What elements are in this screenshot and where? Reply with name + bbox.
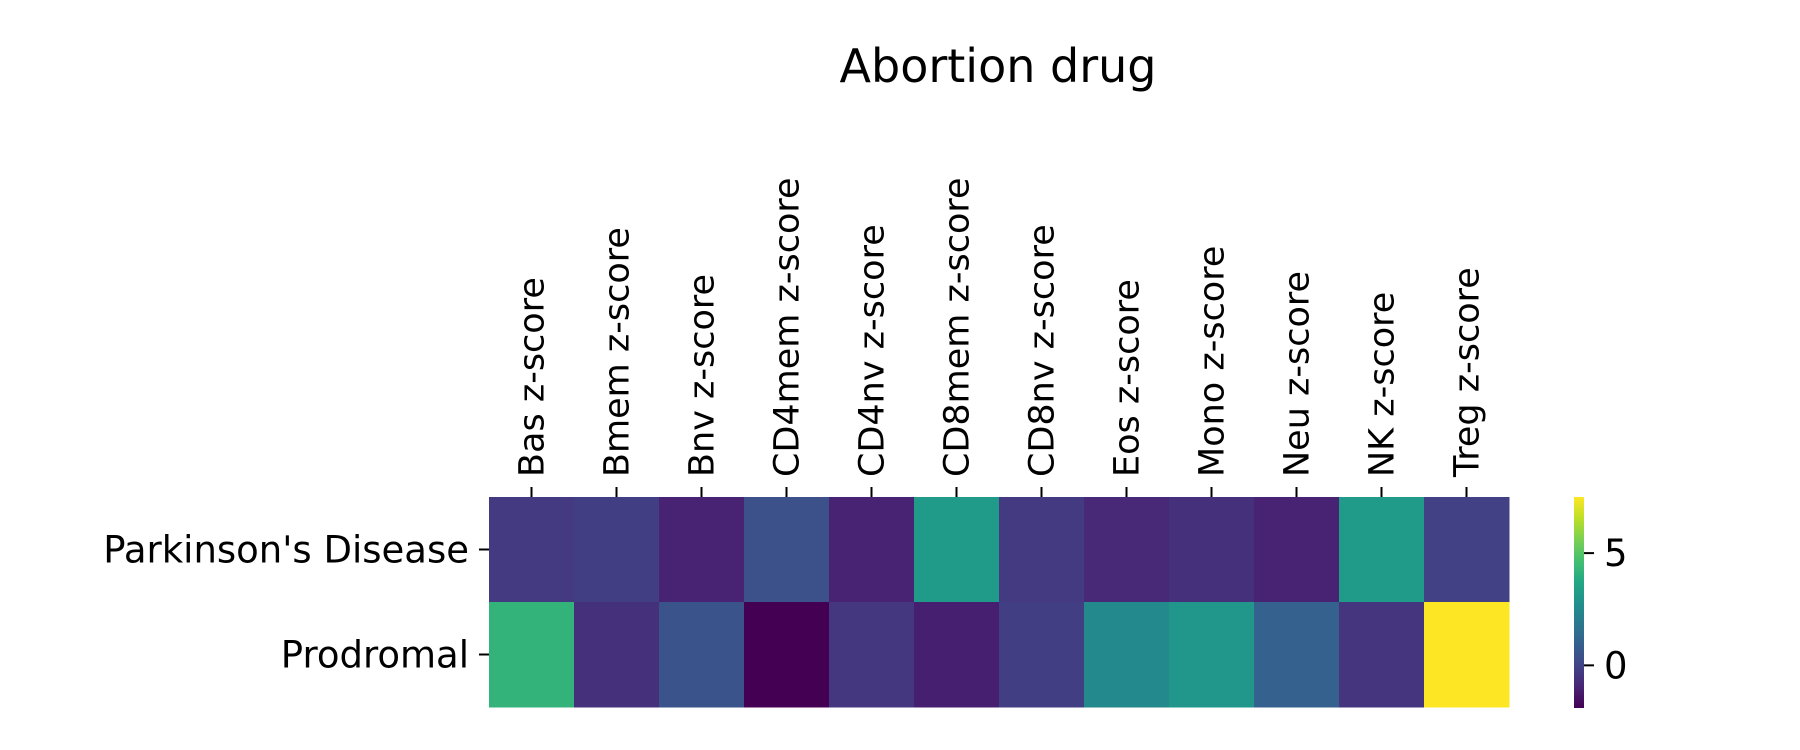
heatmap-cell-r0-c9 (1254, 497, 1340, 603)
colorbar-ticks: 05 (1584, 532, 1628, 687)
heatmap-cell-r0-c5 (914, 497, 1000, 603)
heatmap-cell-r0-c1 (574, 497, 660, 603)
chart-title: Abortion drug (840, 39, 1157, 93)
column-label: CD8nv z-score (1023, 224, 1063, 477)
heatmap-cell-r1-c9 (1254, 602, 1340, 708)
heatmap-cell-r0-c2 (659, 497, 745, 603)
column-label: CD4mem z-score (768, 177, 808, 477)
heatmap-cell-r1-c3 (744, 602, 830, 708)
heatmap-cell-r1-c5 (914, 602, 1000, 708)
heatmap-cell-r0-c7 (1084, 497, 1170, 603)
column-label: Treg z-score (1448, 267, 1488, 478)
colorbar (1574, 497, 1584, 708)
column-label: Bas z-score (513, 277, 553, 477)
heatmap-cell-r0-c3 (744, 497, 830, 603)
heatmap-cell-r0-c0 (489, 497, 575, 603)
heatmap-cell-r0-c8 (1169, 497, 1255, 603)
heatmap-cell-r1-c2 (659, 602, 745, 708)
heatmap-cell-r1-c11 (1424, 602, 1510, 708)
column-label: NK z-score (1363, 292, 1403, 477)
column-label: Neu z-score (1278, 271, 1318, 477)
colorbar-tick-label: 0 (1604, 644, 1628, 687)
heatmap-cell-r0-c10 (1339, 497, 1425, 603)
row-labels: Parkinson's Disease Prodromal (103, 529, 489, 677)
heatmap-cell-r1-c6 (999, 602, 1085, 708)
column-label: CD4nv z-score (853, 224, 893, 477)
heatmap-cell-r1-c7 (1084, 602, 1170, 708)
heatmap-cell-r1-c10 (1339, 602, 1425, 708)
heatmap-cell-r1-c4 (829, 602, 915, 708)
heatmap-cell-r1-c0 (489, 602, 575, 708)
column-label: CD8mem z-score (938, 177, 978, 477)
colorbar-tick-label: 5 (1604, 532, 1628, 575)
heatmap-cells (489, 497, 1510, 708)
heatmap-cell-r1-c8 (1169, 602, 1255, 708)
column-label: Bmem z-score (598, 227, 638, 477)
heatmap-cell-r0-c4 (829, 497, 915, 603)
column-label: Mono z-score (1193, 246, 1233, 477)
column-labels: Bas z-score Bmem z-score Bnv z-score CD4mem… (513, 177, 1488, 497)
heatmap-cell-r0-c6 (999, 497, 1085, 603)
heatmap-cell-r1-c1 (574, 602, 660, 708)
row-label: Prodromal (281, 634, 469, 677)
column-label: Eos z-score (1108, 279, 1148, 477)
heatmap-cell-r0-c11 (1424, 497, 1510, 603)
row-label: Parkinson's Disease (103, 529, 469, 572)
column-label: Bnv z-score (683, 274, 723, 477)
